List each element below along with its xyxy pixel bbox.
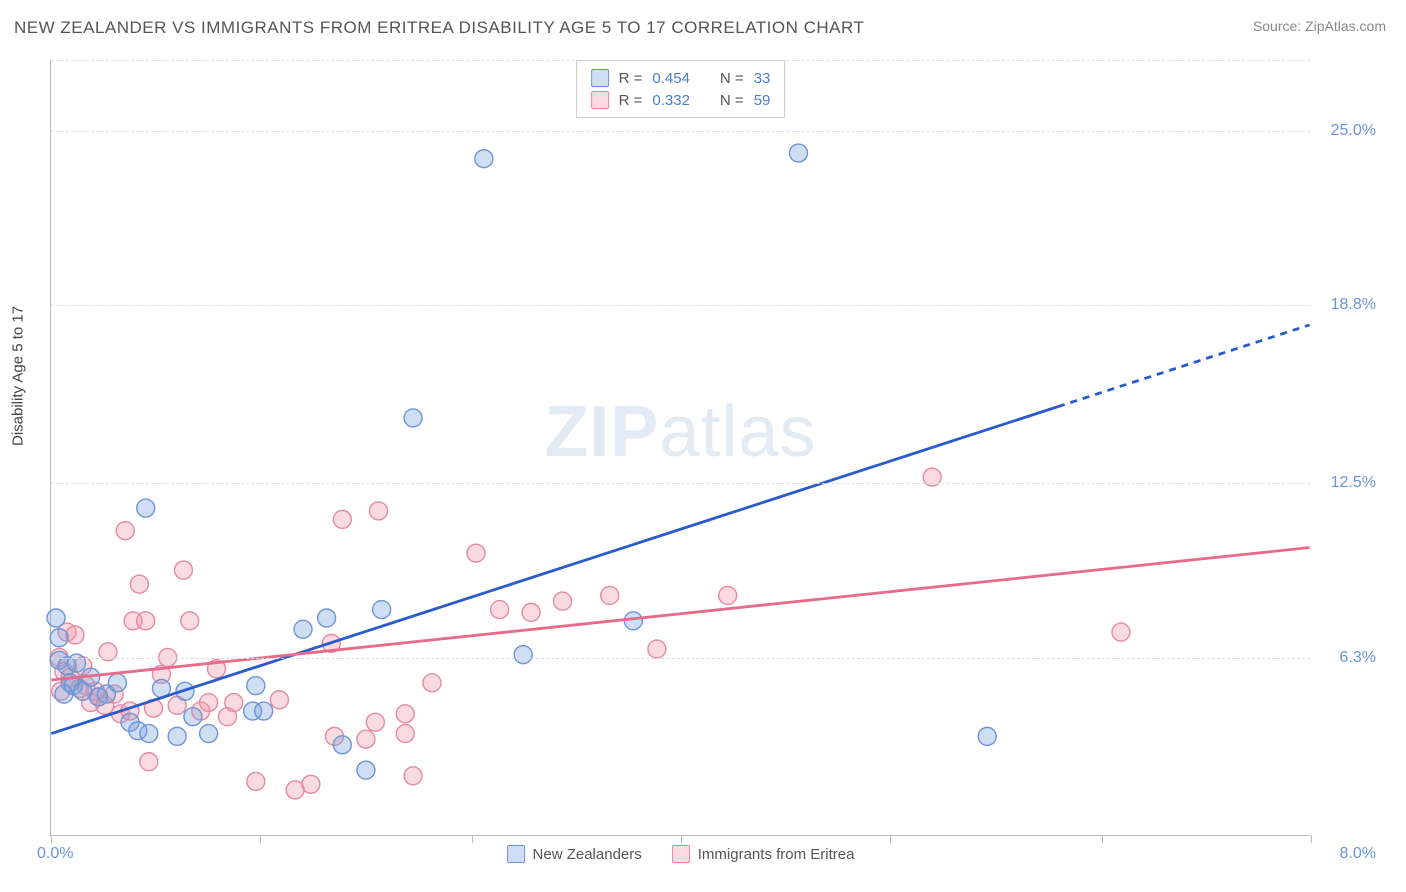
chart-title: NEW ZEALANDER VS IMMIGRANTS FROM ERITREA…: [14, 18, 864, 38]
data-point: [624, 612, 642, 630]
x-axis-min-label: 0.0%: [37, 845, 73, 863]
data-point: [404, 409, 422, 427]
data-point: [47, 609, 65, 627]
n-value: 33: [754, 70, 771, 87]
legend-series: New Zealanders Immigrants from Eritrea: [507, 845, 855, 863]
data-point: [978, 727, 996, 745]
data-point: [184, 708, 202, 726]
data-point: [302, 775, 320, 793]
data-point: [108, 674, 126, 692]
data-point: [181, 612, 199, 630]
x-tick: [1102, 835, 1103, 843]
data-point: [366, 713, 384, 731]
swatch-icon: [507, 845, 525, 863]
legend-stats: R = 0.454 N = 33 R = 0.332 N = 59: [576, 60, 786, 118]
x-axis-max-label: 8.0%: [1340, 845, 1376, 863]
gridline: [51, 658, 1310, 659]
data-point: [247, 772, 265, 790]
data-point: [373, 601, 391, 619]
data-point: [318, 609, 336, 627]
data-point: [67, 654, 85, 672]
data-point: [357, 730, 375, 748]
x-tick: [51, 835, 52, 843]
r-value: 0.454: [652, 70, 690, 87]
legend-stat-row: R = 0.454 N = 33: [591, 67, 771, 89]
x-tick: [681, 835, 682, 843]
data-point: [168, 727, 186, 745]
r-label: R =: [619, 70, 643, 87]
data-point: [50, 629, 68, 647]
x-tick: [472, 835, 473, 843]
y-tick-label: 18.8%: [1331, 296, 1376, 314]
data-point: [601, 586, 619, 604]
data-point: [719, 586, 737, 604]
gridline: [51, 131, 1310, 132]
data-point: [514, 646, 532, 664]
data-point: [255, 702, 273, 720]
chart-svg: [51, 60, 1310, 835]
regression-line: [1058, 325, 1310, 407]
x-tick: [1311, 835, 1312, 843]
data-point: [396, 725, 414, 743]
legend-label: New Zealanders: [533, 846, 642, 863]
r-label: R =: [619, 92, 643, 109]
gridline: [51, 483, 1310, 484]
n-label: N =: [720, 92, 744, 109]
data-point: [294, 620, 312, 638]
data-point: [66, 626, 84, 644]
legend-label: Immigrants from Eritrea: [698, 846, 855, 863]
data-point: [648, 640, 666, 658]
y-axis-label: Disability Age 5 to 17: [10, 306, 27, 446]
swatch-icon: [591, 69, 609, 87]
data-point: [491, 601, 509, 619]
data-point: [200, 725, 218, 743]
data-point: [270, 691, 288, 709]
data-point: [174, 561, 192, 579]
data-point: [225, 694, 243, 712]
data-point: [247, 677, 265, 695]
data-point: [467, 544, 485, 562]
source-attribution: Source: ZipAtlas.com: [1253, 18, 1386, 34]
data-point: [140, 753, 158, 771]
plot-area: ZIPatlas R =0.454N =33R =0.332N =59 0.0%…: [50, 60, 1310, 836]
n-value: 59: [754, 92, 771, 109]
legend-stat-row: R = 0.332 N = 59: [591, 89, 771, 111]
data-point: [200, 694, 218, 712]
n-label: N =: [720, 70, 744, 87]
data-point: [554, 592, 572, 610]
legend-series-item: Immigrants from Eritrea: [672, 845, 855, 863]
x-tick: [890, 835, 891, 843]
legend-series-item: New Zealanders: [507, 845, 642, 863]
regression-line: [51, 548, 1309, 680]
y-tick-label: 6.3%: [1340, 649, 1376, 667]
data-point: [404, 767, 422, 785]
y-tick-label: 25.0%: [1331, 122, 1376, 140]
data-point: [423, 674, 441, 692]
data-point: [475, 150, 493, 168]
regression-line: [51, 407, 1058, 734]
data-point: [137, 612, 155, 630]
data-point: [396, 705, 414, 723]
data-point: [140, 725, 158, 743]
data-point: [370, 502, 388, 520]
data-point: [130, 575, 148, 593]
data-point: [1112, 623, 1130, 641]
y-tick-label: 12.5%: [1331, 474, 1376, 492]
x-tick: [260, 835, 261, 843]
data-point: [333, 510, 351, 528]
swatch-icon: [672, 845, 690, 863]
data-point: [116, 522, 134, 540]
data-point: [137, 499, 155, 517]
gridline: [51, 305, 1310, 306]
data-point: [789, 144, 807, 162]
data-point: [522, 603, 540, 621]
r-value: 0.332: [652, 92, 690, 109]
data-point: [333, 736, 351, 754]
swatch-icon: [591, 91, 609, 109]
data-point: [357, 761, 375, 779]
